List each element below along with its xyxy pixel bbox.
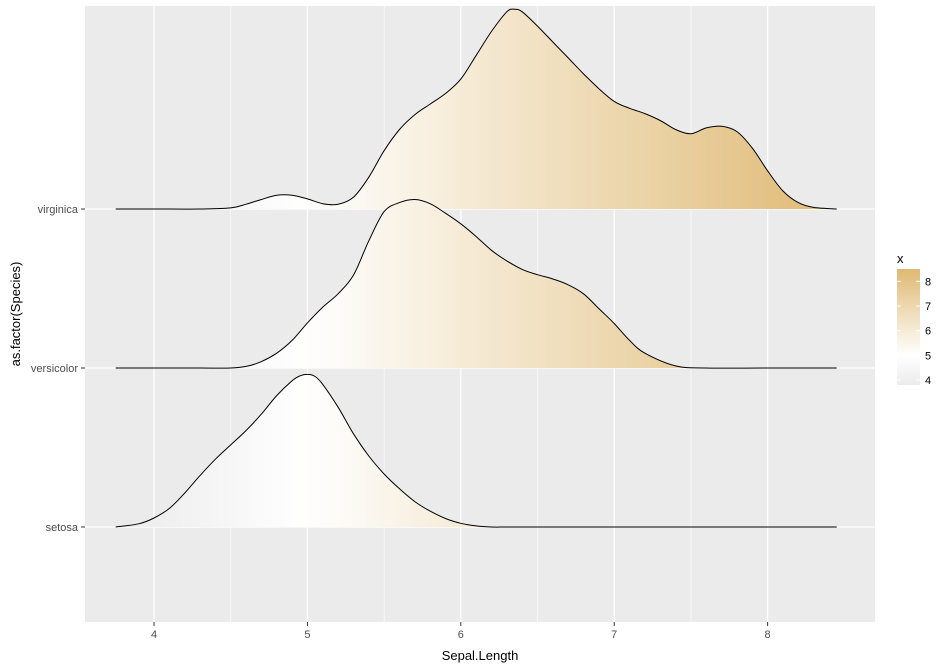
x-axis-title: Sepal.Length: [442, 648, 519, 663]
y-tick-label: virginica: [38, 204, 79, 216]
y-axis-title: as.factor(Species): [8, 262, 23, 367]
x-tick-label: 6: [458, 629, 464, 641]
legend-tick-label: 7: [925, 301, 931, 313]
x-tick-label: 8: [765, 629, 771, 641]
x-axis: 4 5 6 7 8: [151, 622, 771, 641]
legend-tick-label: 5: [925, 350, 931, 362]
legend-title: x: [897, 251, 904, 266]
density-area-setosa: [115, 374, 837, 528]
density-line-virginica: [115, 8, 837, 210]
x-tick-label: 4: [151, 629, 157, 641]
legend: x 4 5 6 7 8: [897, 251, 931, 387]
legend-colorbar: [897, 269, 920, 385]
x-tick-label: 5: [304, 629, 310, 641]
legend-tick-label: 6: [925, 326, 931, 338]
density-line-versicolor: [115, 198, 837, 369]
y-tick-label: setosa: [46, 522, 79, 534]
y-tick-label: versicolor: [31, 363, 78, 375]
x-tick-label: 7: [611, 629, 617, 641]
density-area-virginica: [115, 9, 837, 210]
y-axis: setosa versicolor virginica: [31, 204, 85, 534]
density-ridges: [115, 8, 837, 528]
legend-tick-label: 4: [925, 375, 931, 387]
density-area-versicolor: [115, 199, 837, 369]
density-line-setosa: [115, 373, 837, 528]
legend-tick-label: 8: [925, 276, 931, 288]
